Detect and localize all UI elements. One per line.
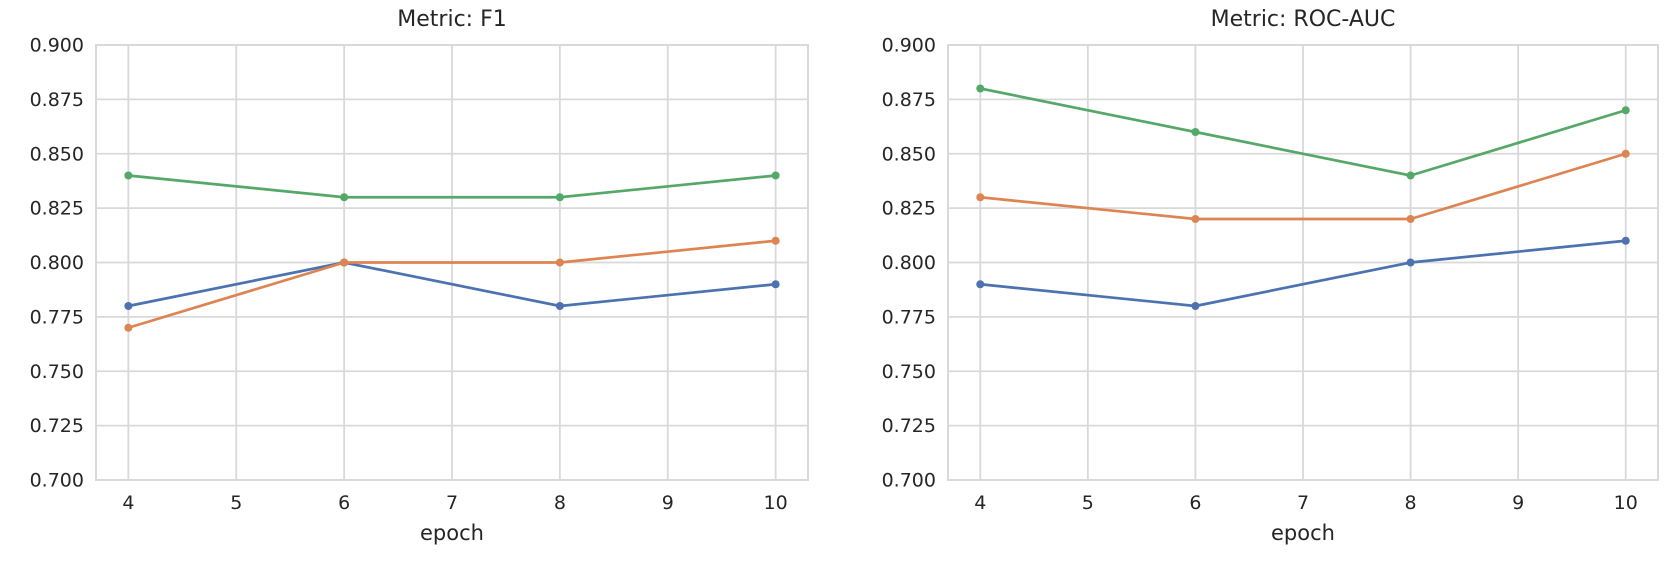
y-tick-label: 0.725 [30, 415, 84, 437]
orange-series-line [127, 239, 777, 330]
y-tick-label: 0.850 [30, 143, 84, 165]
chart-f1: Metric: F1 0.700 0.725 0.750 0.775 0.800 0.82… [0, 0, 836, 565]
y-tick-label: 0.875 [30, 89, 84, 111]
orange-series-marker [124, 323, 133, 332]
x-tick-label: 9 [662, 492, 674, 514]
green-series-marker [1621, 106, 1630, 115]
green-series-marker [124, 171, 133, 180]
y-tick-label: 0.775 [30, 306, 84, 328]
orange-series-marker [1406, 215, 1415, 223]
chart-title-roc-auc: Metric: ROC-AUC [1210, 7, 1396, 32]
x-axis-label-roc-auc: epoch [1271, 521, 1335, 545]
orange-series-marker [555, 258, 564, 267]
blue-series-marker [124, 302, 133, 310]
orange-series-line [978, 152, 1628, 221]
y-tick-label: 0.775 [882, 306, 936, 328]
x-tick-label: 9 [1512, 492, 1524, 514]
plot-area-f1: 0.700 0.725 0.750 0.775 0.800 0.825 0.850 0.875… [30, 35, 809, 514]
green-series-marker [771, 171, 780, 180]
orange-series-marker [1191, 215, 1200, 223]
plot-frame [95, 44, 809, 481]
plot-area-roc-auc: 0.700 0.725 0.750 0.775 0.800 0.825 0.850 0.875… [882, 35, 1659, 514]
blue-series-line [978, 239, 1628, 308]
orange-series-marker [1621, 149, 1630, 158]
green-series-marker [976, 84, 985, 93]
y-tick-label: 0.750 [30, 361, 84, 383]
blue-series-marker [555, 302, 564, 310]
y-tick-label: 0.825 [30, 198, 84, 220]
orange-series-marker [771, 236, 780, 245]
orange-series-marker [340, 258, 349, 267]
blue-series-line [127, 261, 777, 308]
y-tick-label: 0.900 [30, 35, 84, 57]
x-tick-label: 10 [764, 492, 788, 514]
blue-series-marker [1191, 302, 1200, 310]
x-axis-label-f1: epoch [420, 521, 484, 545]
green-series-line [127, 174, 777, 199]
chart-roc-auc: Metric: ROC-AUC 0.700 0.725 0.750 0.775 0.80… [837, 0, 1673, 565]
x-tick-label: 6 [338, 492, 350, 514]
x-tick-label: 7 [446, 492, 458, 514]
blue-series-marker [976, 280, 985, 289]
y-tick-label: 0.825 [882, 198, 936, 220]
x-tick-label: 5 [1082, 492, 1094, 514]
blue-series-marker [1621, 236, 1630, 245]
y-tick-label: 0.700 [882, 470, 936, 492]
x-tick-label: 4 [122, 492, 134, 514]
green-series-marker [1191, 128, 1200, 136]
x-tick-label: 8 [554, 492, 566, 514]
chart-title-f1: Metric: F1 [397, 7, 507, 32]
x-tick-label: 4 [974, 492, 986, 514]
blue-series-marker [771, 280, 780, 289]
y-tick-label: 0.900 [882, 35, 936, 57]
x-tick-label: 7 [1297, 492, 1309, 514]
x-tick-label: 6 [1189, 492, 1201, 514]
green-series-marker [340, 193, 349, 202]
y-tick-label: 0.875 [882, 89, 936, 111]
y-tick-label: 0.700 [30, 470, 84, 492]
green-series-marker [555, 193, 564, 202]
x-tick-label: 10 [1614, 492, 1638, 514]
y-tick-label: 0.800 [30, 252, 84, 274]
y-tick-label: 0.800 [882, 252, 936, 274]
green-series-line [978, 87, 1628, 177]
green-series-marker [1406, 171, 1415, 180]
x-tick-label: 8 [1405, 492, 1417, 514]
x-tick-label: 5 [230, 492, 242, 514]
plot-frame [947, 44, 1659, 481]
y-tick-label: 0.725 [882, 415, 936, 437]
blue-series-marker [1406, 258, 1415, 267]
y-tick-label: 0.850 [882, 143, 936, 165]
orange-series-marker [976, 193, 985, 202]
y-tick-label: 0.750 [882, 361, 936, 383]
